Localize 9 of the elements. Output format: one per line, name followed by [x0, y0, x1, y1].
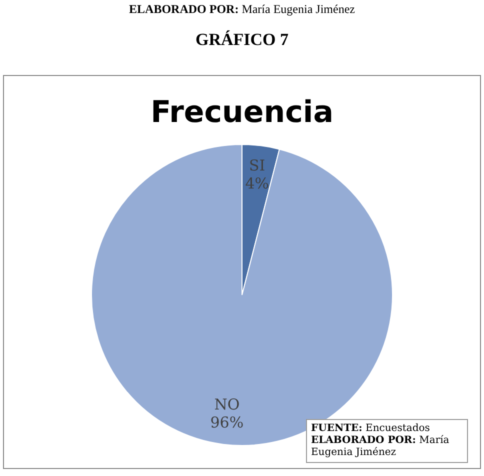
- text: ELABORADO POR: María Eugenia Jiménez: [311, 435, 450, 458]
- data-label: 96%: [210, 413, 244, 432]
- slice-label: NO: [214, 395, 240, 414]
- source-note: FUENTE: Encuestados: [311, 423, 430, 434]
- text: GRÁFICO 7: [194, 30, 290, 50]
- data-label: 4%: [245, 174, 269, 192]
- text: ELABORADO POR: María Eugenia Jiménez: [129, 2, 355, 16]
- slice-label: SI: [248, 156, 266, 174]
- chart-title: Frecuencia: [150, 94, 334, 130]
